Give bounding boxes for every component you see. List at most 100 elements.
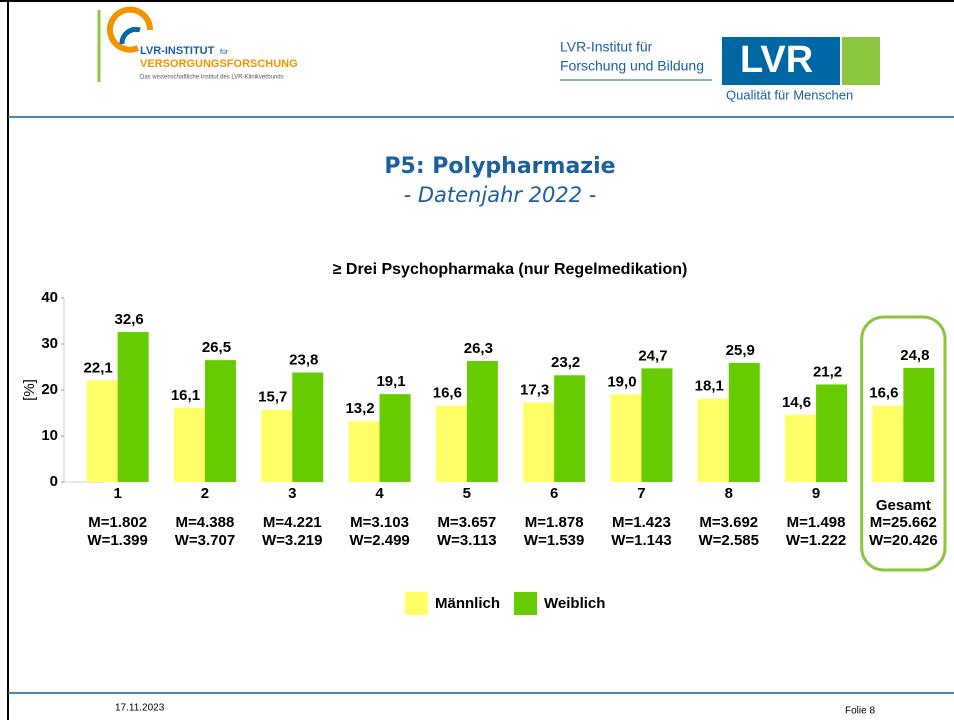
chart-title: ≥ Drei Psychopharmaka (nur Regelmedikati… xyxy=(333,261,688,278)
header-text: LVR-Institut für xyxy=(560,39,653,55)
x-tick-label: 9 xyxy=(812,485,820,502)
x-tick-label: 5 xyxy=(463,485,471,502)
x-tick-label: 1 xyxy=(113,485,121,502)
bar xyxy=(379,394,411,482)
category-note: W=1.222 xyxy=(786,532,846,549)
highlight-box xyxy=(860,315,947,572)
x-tick-label: 4 xyxy=(375,485,384,502)
category-note: M=4.221 xyxy=(263,514,322,531)
category-note: W=1.399 xyxy=(87,532,147,549)
logo-tagline: Das wissenschaftliche Institut des LVR-K… xyxy=(140,75,284,81)
legend-label: Männlich xyxy=(435,595,500,612)
category-note: W=3.707 xyxy=(175,532,235,549)
legend-label: Weiblich xyxy=(544,595,605,612)
bar xyxy=(785,414,817,482)
slide-title: P5: Polypharmazie xyxy=(384,154,615,179)
value-label: 16,6 xyxy=(433,385,462,402)
logo-arc2 xyxy=(119,26,141,45)
bar xyxy=(466,361,498,482)
category-note: M=1.878 xyxy=(525,514,584,531)
x-tick-label: 3 xyxy=(288,485,296,502)
x-tick-label: 8 xyxy=(725,485,733,502)
slide-subtitle: - Datenjahr 2022 - xyxy=(404,183,597,207)
bar xyxy=(261,409,293,482)
category-note: M=3.657 xyxy=(437,514,496,531)
bar xyxy=(86,380,118,482)
y-tick-label: 20 xyxy=(41,381,58,398)
category-note: W=2.499 xyxy=(349,532,409,549)
logo-arc xyxy=(107,6,154,53)
legend-swatch xyxy=(514,592,538,615)
category-note: M=1.498 xyxy=(787,514,846,531)
category-note: W=1.143 xyxy=(611,532,671,549)
bar xyxy=(173,407,205,482)
value-label: 16,6 xyxy=(869,385,898,402)
bar xyxy=(903,367,935,482)
value-label: 19,1 xyxy=(376,373,405,390)
value-label: 15,7 xyxy=(258,389,287,406)
bar xyxy=(292,372,324,482)
bar xyxy=(204,360,236,482)
category-note: M=4.388 xyxy=(176,514,235,531)
bar xyxy=(728,362,760,482)
category-note: W=3.219 xyxy=(262,532,322,549)
x-tick-label: 2 xyxy=(201,485,209,502)
bar xyxy=(816,384,848,482)
value-label: 32,6 xyxy=(115,311,144,328)
y-axis-label: [%] xyxy=(21,379,38,401)
lvr-green xyxy=(842,37,880,85)
value-label: 13,2 xyxy=(345,400,374,417)
category-note: W=2.585 xyxy=(699,532,759,549)
value-label: 19,0 xyxy=(607,374,636,391)
value-label: 24,8 xyxy=(900,347,929,364)
category-note: W=3.113 xyxy=(437,532,497,549)
bar xyxy=(554,375,586,482)
value-label: 26,5 xyxy=(202,339,231,356)
bar xyxy=(523,402,555,482)
lvr-box xyxy=(722,37,840,85)
bar xyxy=(435,405,467,482)
value-label: 23,8 xyxy=(289,351,318,368)
value-label: 26,3 xyxy=(464,340,493,357)
category-note: M=1.802 xyxy=(88,514,147,531)
bar xyxy=(117,332,149,482)
legend-swatch xyxy=(405,592,428,615)
category-note: M=3.103 xyxy=(350,514,409,531)
y-tick-label: 40 xyxy=(41,289,58,306)
y-tick-label: 30 xyxy=(41,335,58,352)
category-note: M=3.692 xyxy=(699,514,758,531)
bar xyxy=(610,394,642,482)
header-text: Forschung und Bildung xyxy=(560,58,704,74)
value-label: 25,9 xyxy=(726,342,755,359)
value-label: 22,1 xyxy=(84,359,113,376)
lvr-slogan: Qualität für Menschen xyxy=(726,87,853,102)
logo-text: für xyxy=(220,49,229,56)
logo-text: LVR-INSTITUT xyxy=(140,45,215,57)
y-tick-label: 0 xyxy=(50,473,58,490)
footer-date: 17.11.2023 xyxy=(115,703,165,714)
bar xyxy=(348,421,380,482)
value-label: 23,2 xyxy=(551,354,580,371)
y-tick-label: 10 xyxy=(41,427,58,444)
bar xyxy=(697,398,729,482)
category-note: W=20.426 xyxy=(869,532,938,549)
value-label: 18,1 xyxy=(695,378,724,395)
value-label: 24,7 xyxy=(638,347,667,364)
category-note: W=1.539 xyxy=(524,532,584,549)
x-tick-label: Gesamt xyxy=(876,497,931,514)
lvr-mark: LVR xyxy=(740,39,813,81)
x-tick-label: 6 xyxy=(550,485,558,502)
footer-slide: Folie 8 xyxy=(845,706,875,717)
x-tick-label: 7 xyxy=(637,485,645,502)
bar xyxy=(872,405,904,482)
category-note: M=25.662 xyxy=(870,514,937,531)
value-label: 14,6 xyxy=(782,394,811,411)
category-note: M=1.423 xyxy=(612,514,671,531)
logo-text: VERSORGUNGSFORSCHUNG xyxy=(140,58,298,70)
value-label: 16,1 xyxy=(171,387,200,404)
value-label: 21,2 xyxy=(813,363,842,380)
bar xyxy=(641,368,673,482)
value-label: 17,3 xyxy=(520,381,549,398)
